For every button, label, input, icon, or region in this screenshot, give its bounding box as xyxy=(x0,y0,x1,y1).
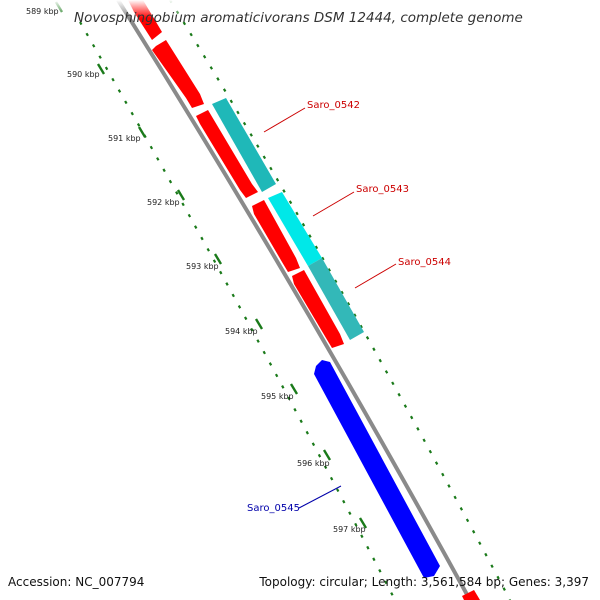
genome-summary: Topology: circular; Length: 3,561,584 bp… xyxy=(258,575,589,589)
tick-label: 591 kbp xyxy=(108,134,141,143)
top-fade xyxy=(0,0,600,18)
tick-label: 594 kbp xyxy=(225,327,258,336)
gene-forward-bottom xyxy=(462,590,480,600)
tick-labels: 589 kbp 590 kbp 591 kbp 592 kbp 593 kbp … xyxy=(26,7,366,534)
gene-forward-1 xyxy=(152,40,204,108)
forward-strand-genes xyxy=(128,0,480,600)
outer-guide-track xyxy=(169,0,511,600)
genome-backbone xyxy=(116,0,472,600)
gene-forward-2 xyxy=(196,110,258,198)
tick-label: 593 kbp xyxy=(186,262,219,271)
leader-saro-0545 xyxy=(298,485,342,509)
label-saro-0544: Saro_0544 xyxy=(398,257,451,268)
tick-mark xyxy=(213,253,223,265)
gene-forward-4 xyxy=(292,270,344,348)
label-saro-0542: Saro_0542 xyxy=(307,100,360,111)
gene-saro-0543 xyxy=(268,192,322,266)
tick-label: 589 kbp xyxy=(26,7,59,16)
gene-forward-3 xyxy=(252,200,300,272)
cyan-genes xyxy=(212,98,364,340)
tick-mark xyxy=(137,126,147,138)
gene-saro-0545 xyxy=(314,360,440,578)
tick-label: 592 kbp xyxy=(147,198,180,207)
tick-mark xyxy=(254,318,264,330)
accession-label: Accession: NC_007794 xyxy=(8,575,144,589)
gene-saro-0542 xyxy=(212,98,276,192)
map-title: Novosphingobium aromaticivorans DSM 1244… xyxy=(74,10,523,26)
tick-mark xyxy=(289,383,299,395)
guide-tracks xyxy=(79,0,511,600)
leader-saro-0542 xyxy=(263,107,306,133)
tick-mark xyxy=(358,517,368,529)
tick-label: 595 kbp xyxy=(261,392,294,401)
label-saro-0545: Saro_0545 xyxy=(247,503,300,514)
tick-label: 597 kbp xyxy=(333,525,366,534)
leader-lines xyxy=(263,107,397,509)
leader-saro-0543 xyxy=(312,191,355,217)
tick-label: 590 kbp xyxy=(67,70,100,79)
tick-mark xyxy=(176,189,186,201)
leader-saro-0544 xyxy=(354,263,397,289)
tick-mark xyxy=(96,63,106,75)
tick-label: 596 kbp xyxy=(297,459,330,468)
label-saro-0543: Saro_0543 xyxy=(356,184,409,195)
inner-guide-track xyxy=(79,21,396,600)
gene-saro-0544 xyxy=(308,258,364,340)
tick-mark xyxy=(322,449,332,461)
